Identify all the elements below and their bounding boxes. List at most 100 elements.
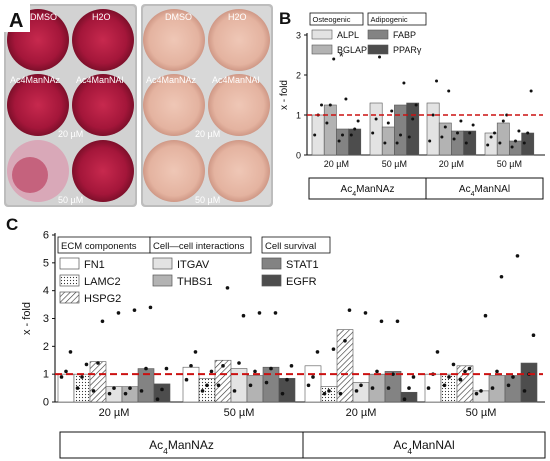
data-point bbox=[200, 389, 205, 393]
data-point bbox=[411, 375, 416, 379]
well bbox=[143, 140, 205, 202]
y-tick-label: 1 bbox=[43, 369, 49, 381]
data-point bbox=[311, 375, 315, 379]
data-point bbox=[483, 313, 488, 318]
data-point bbox=[96, 361, 100, 365]
data-point bbox=[402, 81, 406, 85]
well bbox=[72, 140, 134, 202]
category-label: 20 µM bbox=[346, 407, 377, 419]
well bbox=[208, 74, 270, 136]
data-point bbox=[407, 135, 411, 139]
data-point bbox=[273, 311, 278, 315]
legend-swatch-fn1 bbox=[59, 257, 80, 270]
data-point bbox=[463, 369, 467, 374]
well bbox=[208, 9, 270, 71]
bar-fn1 bbox=[182, 366, 200, 403]
data-point bbox=[64, 369, 68, 374]
legend-label-bglap: BGLAP bbox=[337, 45, 367, 55]
legend-title: Cell survival bbox=[265, 241, 316, 252]
data-point bbox=[490, 386, 495, 390]
data-point bbox=[139, 389, 144, 393]
bar-stat1 bbox=[504, 375, 522, 403]
data-point bbox=[395, 319, 400, 324]
y-axis-label: x - fold bbox=[279, 80, 290, 110]
y-tick-label: 0 bbox=[296, 151, 301, 161]
legend-title: Adipogenic bbox=[371, 15, 408, 24]
left-ac4mannaz-label: Ac4ManNAz bbox=[10, 75, 61, 85]
data-point bbox=[75, 386, 80, 390]
data-point bbox=[442, 383, 447, 388]
data-point bbox=[123, 391, 128, 396]
data-point bbox=[343, 338, 347, 343]
legend-label-fabp: FABP bbox=[393, 30, 416, 40]
bar-ppar- bbox=[463, 130, 477, 156]
legend-swatch-hspg2 bbox=[59, 291, 80, 304]
data-point bbox=[155, 397, 160, 402]
bar-fabp bbox=[394, 104, 407, 156]
data-point bbox=[320, 103, 324, 107]
data-point bbox=[253, 369, 257, 374]
data-point bbox=[407, 386, 411, 390]
data-point bbox=[315, 350, 320, 354]
right-conc-20: 20 µM bbox=[195, 129, 220, 139]
bar-bglap bbox=[323, 104, 337, 156]
y-tick-label: 2 bbox=[296, 71, 301, 81]
panel-a-label: A bbox=[9, 10, 23, 32]
legend-title: ECM components bbox=[61, 241, 137, 252]
data-point bbox=[486, 143, 490, 147]
legend-label-egfr: EGFR bbox=[286, 276, 317, 288]
bar-egfr bbox=[153, 383, 171, 403]
data-point bbox=[371, 131, 375, 135]
data-point bbox=[331, 347, 336, 351]
well bbox=[143, 74, 205, 136]
left-ac4mannal-label: Ac4ManNAl bbox=[76, 75, 124, 85]
group-box bbox=[425, 177, 544, 200]
right-h2o-label: H2O bbox=[228, 12, 247, 22]
data-point bbox=[511, 375, 515, 379]
data-point bbox=[464, 141, 468, 145]
y-tick-label: 3 bbox=[43, 313, 49, 325]
well bbox=[72, 74, 134, 136]
data-point bbox=[338, 391, 343, 396]
legend-label-fn1: FN1 bbox=[84, 259, 105, 271]
y-tick-label: 0 bbox=[43, 397, 49, 409]
data-point bbox=[264, 380, 269, 385]
bar-egfr bbox=[278, 378, 296, 403]
well bbox=[143, 9, 205, 71]
data-point bbox=[383, 141, 387, 145]
data-point bbox=[341, 133, 344, 137]
category-label: 50 µM bbox=[382, 159, 407, 169]
legend-swatch-bglap bbox=[311, 44, 333, 55]
category-label: 20 µM bbox=[324, 159, 349, 169]
data-point bbox=[313, 133, 317, 137]
bar-bglap bbox=[496, 122, 510, 156]
data-point bbox=[499, 274, 504, 279]
data-point bbox=[347, 308, 352, 312]
data-point bbox=[379, 319, 384, 324]
significance-mark: * bbox=[339, 49, 344, 64]
data-point bbox=[237, 361, 241, 365]
data-point bbox=[498, 141, 502, 145]
legend-swatch-thbs1 bbox=[152, 274, 173, 287]
right-dmso-label: DMSO bbox=[165, 12, 192, 22]
data-point bbox=[344, 97, 348, 101]
legend-swatch-alpl bbox=[311, 29, 333, 40]
data-point bbox=[452, 137, 456, 141]
data-point bbox=[514, 139, 517, 143]
data-point bbox=[363, 311, 368, 315]
data-point bbox=[322, 391, 327, 396]
bar-hspg2 bbox=[336, 329, 354, 403]
well bbox=[208, 140, 270, 202]
data-point bbox=[100, 319, 105, 324]
data-point bbox=[515, 254, 520, 258]
bar-hspg2 bbox=[456, 365, 474, 403]
data-point bbox=[269, 366, 273, 371]
data-point bbox=[107, 391, 112, 396]
data-point bbox=[426, 386, 431, 390]
panel-b-label: B bbox=[279, 9, 291, 28]
data-point bbox=[510, 145, 514, 149]
data-point bbox=[456, 131, 459, 135]
category-label: 20 µM bbox=[439, 159, 464, 169]
data-point bbox=[414, 103, 418, 107]
legend-swatch-fabp bbox=[367, 29, 389, 40]
